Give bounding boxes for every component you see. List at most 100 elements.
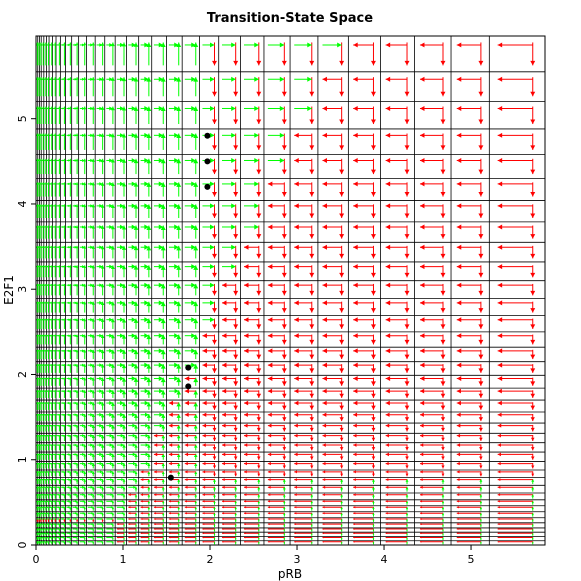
arrow-head (91, 402, 95, 406)
arrow-head (370, 308, 376, 313)
arrow-head (41, 318, 44, 321)
arrow-head (57, 78, 60, 81)
arrow-head (322, 528, 324, 530)
arrow-head (110, 500, 113, 503)
arrow-head (254, 224, 259, 230)
arrow-head (161, 413, 166, 418)
arrow-head (176, 424, 181, 429)
arrow-head (339, 368, 345, 373)
arrow-head (57, 377, 60, 380)
arrow-head (37, 540, 40, 543)
arrow-head (133, 461, 136, 466)
arrow-head (120, 423, 125, 428)
arrow-head (202, 433, 206, 438)
arrow-head (39, 478, 41, 481)
arrow-head (233, 169, 239, 175)
arrow-head (267, 362, 273, 368)
arrow-head (75, 500, 78, 503)
arrow-head (478, 213, 484, 219)
arrow-head (41, 402, 44, 404)
arrow-head (153, 485, 157, 489)
arrow-head (176, 364, 182, 369)
arrow-head (111, 453, 115, 458)
arrow-head (243, 523, 246, 526)
arrow-head (405, 447, 409, 451)
arrow-head (221, 512, 225, 515)
arrow-head (478, 308, 484, 313)
arrow-head (74, 159, 78, 162)
arrow-head (45, 158, 47, 161)
arrow-head (243, 470, 247, 474)
arrow-head (90, 363, 94, 367)
arrow-head (256, 354, 262, 360)
arrow-head (419, 282, 425, 288)
arrow-head (322, 203, 327, 209)
arrow-head (221, 540, 224, 543)
arrow-head (283, 523, 286, 526)
arrow-head (41, 532, 44, 535)
arrow-head (294, 536, 296, 539)
arrow-head (57, 302, 60, 304)
arrow-head (100, 444, 105, 448)
arrow-head (46, 159, 49, 162)
arrow-head (243, 362, 249, 368)
arrow-head (456, 532, 459, 535)
arrow-head (256, 253, 262, 259)
arrow-head (128, 532, 130, 535)
arrow-head (161, 444, 166, 448)
arrow-head (100, 334, 105, 338)
arrow-head (62, 424, 65, 427)
arrow-head (371, 437, 376, 442)
arrow-head (37, 78, 40, 81)
arrow-head (353, 317, 358, 323)
arrow-head (281, 91, 287, 97)
arrow-head (37, 453, 40, 456)
arrow-head (419, 376, 425, 381)
arrow-head (404, 253, 410, 259)
arrow-head (158, 42, 164, 48)
arrow-head (44, 390, 46, 392)
arrow-head (309, 213, 315, 219)
arrow-head (442, 518, 444, 521)
arrow-head (68, 500, 71, 503)
arrow-head (120, 42, 125, 48)
arrow-head (202, 532, 204, 535)
arrow-head (385, 224, 391, 230)
arrow-head (133, 225, 139, 230)
arrow-head (69, 506, 72, 509)
arrow-head (153, 528, 156, 530)
arrow-head (50, 205, 52, 207)
arrow-head (257, 518, 260, 521)
arrow-head (339, 456, 344, 460)
arrow-head (131, 244, 136, 250)
arrow-head (456, 388, 461, 394)
arrow-head (47, 541, 50, 544)
arrow-head (294, 400, 299, 406)
arrow-head (46, 424, 49, 427)
arrow-head (50, 318, 52, 321)
arrow-head (39, 44, 41, 46)
arrow-head (193, 413, 198, 418)
arrow-head (44, 536, 46, 539)
arrow-head (133, 182, 139, 187)
arrow-head (256, 393, 262, 398)
arrow-head (90, 301, 94, 305)
arrow-head (193, 377, 199, 383)
arrow-head (294, 500, 297, 503)
arrow-head (233, 393, 238, 398)
arrow-head (340, 486, 344, 490)
arrow-head (91, 390, 95, 394)
arrow-head (233, 192, 239, 197)
arrow-head (267, 348, 273, 354)
arrow-head (62, 536, 65, 539)
arrow-head (441, 437, 445, 442)
arrow-head (243, 493, 247, 497)
arrow-head (194, 500, 197, 503)
arrow-head (370, 234, 376, 239)
arrow-head (68, 493, 71, 496)
arrow-head (419, 485, 423, 489)
arrow-head (221, 493, 225, 497)
arrow-head (41, 486, 44, 489)
arrow-head (404, 192, 410, 197)
arrow-head (184, 518, 187, 520)
